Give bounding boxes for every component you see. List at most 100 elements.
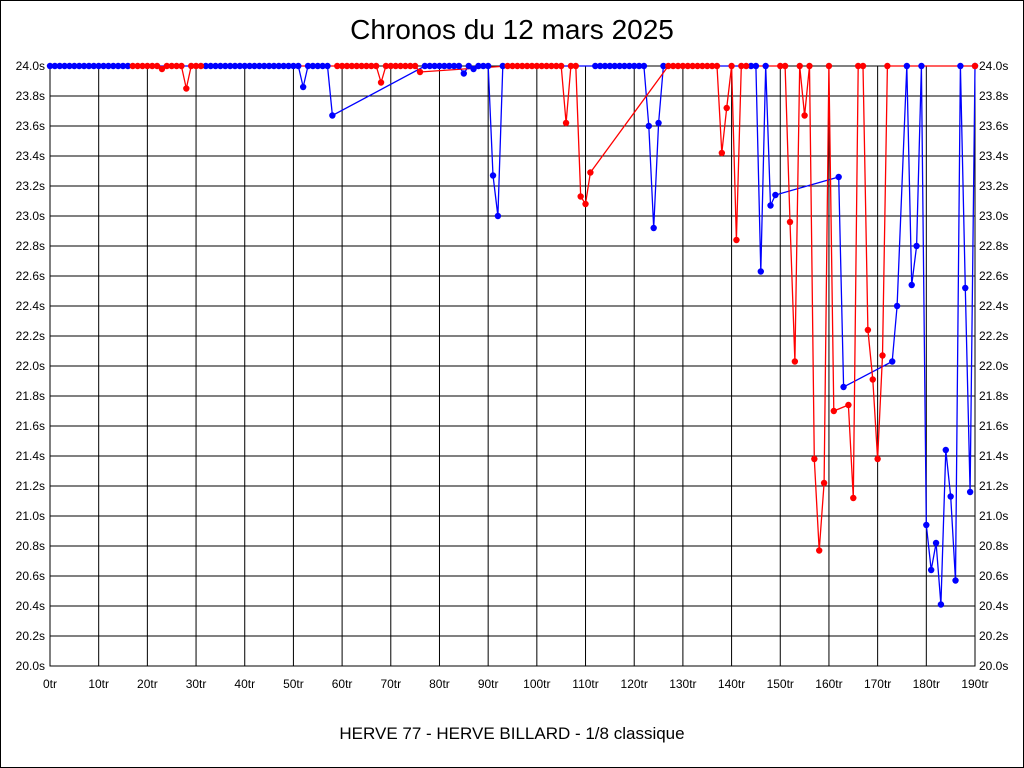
x-tick-label: 150tr [767,677,794,691]
data-point [134,62,141,70]
data-point [562,119,570,127]
data-point [704,62,711,70]
data-point [338,62,346,70]
data-point [947,493,954,500]
chart-title: Chronos du 12 mars 2025 [350,14,674,45]
y-tick-label-left: 22.8s [16,239,45,253]
data-point [95,62,102,70]
data-point [820,479,828,487]
data-point [377,79,385,86]
series-line-0 [50,65,976,605]
data-point [436,62,443,70]
data-point [465,62,472,70]
series-points [46,62,979,608]
data-point [777,62,784,70]
data-point [665,62,672,70]
data-point [119,62,127,70]
data-point [781,62,789,70]
y-tick-label-left: 24.0s [16,59,45,73]
data-point [830,407,838,415]
data-point [884,62,891,70]
data-point [738,62,745,70]
data-point [460,70,468,77]
data-point [285,62,292,70]
data-point [217,62,224,70]
data-point [694,62,701,70]
grid-lines [49,65,976,667]
data-point [811,455,818,463]
data-point [226,62,234,70]
data-point [241,62,248,70]
y-tick-label-right: 21.4s [979,449,1008,463]
data-point [631,62,638,70]
data-point [202,62,209,70]
data-point [669,62,677,70]
data-point [173,62,180,70]
data-point [713,62,721,70]
data-point [290,62,297,70]
data-point [251,62,258,70]
data-point [845,401,852,409]
y-tick-label-right: 21.6s [979,419,1008,433]
data-point [606,62,614,70]
data-point [699,62,706,70]
data-point [572,62,579,70]
data-point [874,455,881,463]
y-tick-label-right: 23.4s [979,149,1008,163]
y-tick-label-left: 22.6s [16,269,45,283]
y-tick-label-left: 21.4s [16,449,45,463]
data-point [90,62,98,70]
data-point [178,62,185,70]
data-point [372,62,380,70]
data-point [942,446,949,454]
data-point [110,62,117,70]
data-point [295,62,302,70]
data-point [426,62,433,70]
data-point [256,62,263,70]
data-point [484,62,492,70]
data-point [392,62,399,70]
y-tick-label-right: 23.2s [979,179,1008,193]
x-tick-label: 90tr [478,677,499,691]
data-point [684,62,691,70]
data-point [660,62,667,70]
data-point [309,62,317,70]
data-point [358,62,365,70]
data-point [528,62,536,70]
data-point [786,218,794,226]
data-point [61,62,68,70]
data-point [475,62,482,70]
x-tick-label: 140tr [718,677,745,691]
data-point [71,62,78,70]
data-point [124,62,132,70]
y-tick-label-left: 22.0s [16,359,45,373]
x-tick-label: 0tr [43,677,57,691]
data-point [85,62,93,70]
data-point [407,62,414,70]
y-tick-label-left: 21.8s [16,389,45,403]
data-point [801,112,808,119]
data-point [840,383,847,391]
data-point [514,62,521,70]
data-point [523,62,531,70]
data-point [689,62,696,70]
data-point [144,62,151,70]
data-point [932,539,940,547]
data-point [971,62,979,70]
data-point [679,62,687,70]
data-point [587,169,594,176]
data-point [582,200,589,208]
data-point [859,62,867,70]
data-point [825,62,833,70]
y-tick-label-left: 23.8s [16,89,45,103]
data-point [806,62,813,70]
y-tick-label-right: 22.6s [979,269,1008,283]
x-tick-label: 170tr [864,677,891,691]
x-tick-label: 190tr [961,677,988,691]
data-point [927,566,935,574]
data-point [353,62,360,70]
data-point [183,85,190,92]
data-point [431,62,438,70]
data-point [616,62,623,70]
data-point [66,62,73,70]
